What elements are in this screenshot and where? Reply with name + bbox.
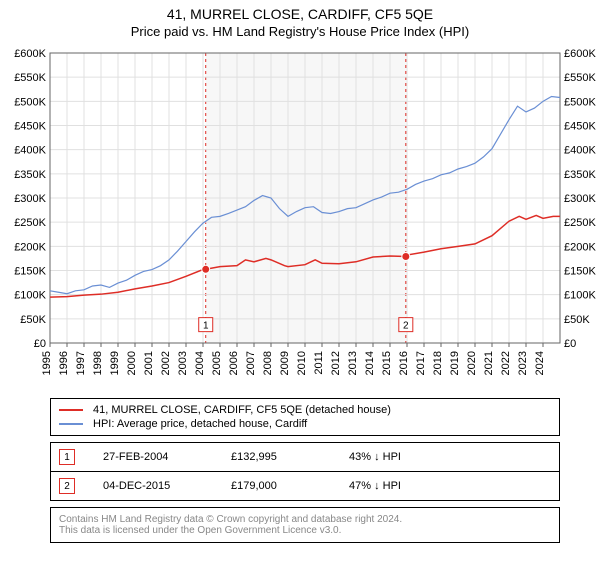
- chart-svg: £0 £0 £50K £50K £100K £100K £150K £150K £200K £20…: [0, 45, 600, 385]
- footnote-line-2: This data is licensed under the Open Gov…: [59, 525, 551, 536]
- svg-text:2023: 2023: [517, 351, 529, 375]
- svg-text:2001: 2001: [143, 351, 155, 375]
- svg-text:2006: 2006: [228, 351, 240, 375]
- footnote-line-1: Contains HM Land Registry data © Crown c…: [59, 514, 551, 525]
- svg-text:2004: 2004: [194, 351, 206, 375]
- legend-row: 41, MURREL CLOSE, CARDIFF, CF5 5QE (deta…: [59, 403, 551, 417]
- svg-text:1: 1: [203, 321, 209, 332]
- svg-text:£200K: £200K: [564, 241, 596, 253]
- transaction-vs-hpi: 43% ↓ HPI: [349, 451, 439, 463]
- svg-text:2009: 2009: [279, 351, 291, 375]
- svg-text:2022: 2022: [500, 351, 512, 375]
- chart-title: 41, MURREL CLOSE, CARDIFF, CF5 5QE: [0, 6, 600, 22]
- svg-text:£550K: £550K: [14, 72, 46, 84]
- svg-text:£450K: £450K: [14, 121, 46, 133]
- transaction-price: £179,000: [231, 480, 321, 492]
- svg-text:2: 2: [403, 321, 409, 332]
- chart-container: £0 £0 £50K £50K £100K £100K £150K £150K £200K £20…: [0, 45, 600, 390]
- svg-text:2002: 2002: [160, 351, 172, 375]
- svg-text:£350K: £350K: [564, 169, 596, 181]
- legend-swatch: [59, 423, 83, 425]
- svg-text:£150K: £150K: [564, 266, 596, 278]
- svg-text:£350K: £350K: [14, 169, 46, 181]
- svg-text:2015: 2015: [381, 351, 393, 375]
- transaction-row: 2 04-DEC-2015 £179,000 47% ↓ HPI: [51, 471, 559, 500]
- svg-text:1995: 1995: [41, 351, 53, 375]
- legend-swatch: [59, 409, 83, 411]
- svg-text:£50K: £50K: [20, 314, 46, 326]
- svg-text:2000: 2000: [126, 351, 138, 375]
- svg-text:2016: 2016: [398, 351, 410, 375]
- svg-text:£550K: £550K: [564, 72, 596, 84]
- legend-row: HPI: Average price, detached house, Card…: [59, 417, 551, 431]
- svg-text:£0: £0: [34, 338, 46, 350]
- svg-text:2020: 2020: [466, 351, 478, 375]
- svg-text:£300K: £300K: [14, 193, 46, 205]
- svg-text:2010: 2010: [296, 351, 308, 375]
- svg-text:£500K: £500K: [14, 96, 46, 108]
- svg-text:£250K: £250K: [14, 217, 46, 229]
- svg-text:£600K: £600K: [14, 48, 46, 60]
- svg-text:2012: 2012: [330, 351, 342, 375]
- svg-text:£200K: £200K: [14, 241, 46, 253]
- svg-text:2003: 2003: [177, 351, 189, 375]
- transaction-row: 1 27-FEB-2004 £132,995 43% ↓ HPI: [51, 443, 559, 471]
- legend-box: 41, MURREL CLOSE, CARDIFF, CF5 5QE (deta…: [50, 398, 560, 436]
- svg-text:£100K: £100K: [14, 290, 46, 302]
- svg-text:£450K: £450K: [564, 121, 596, 133]
- svg-text:£100K: £100K: [564, 290, 596, 302]
- svg-text:2008: 2008: [262, 351, 274, 375]
- svg-text:£150K: £150K: [14, 266, 46, 278]
- transaction-marker-badge: 1: [59, 449, 75, 465]
- footnote-box: Contains HM Land Registry data © Crown c…: [50, 507, 560, 543]
- transactions-table: 1 27-FEB-2004 £132,995 43% ↓ HPI 2 04-DEC-201…: [50, 442, 560, 501]
- svg-text:1997: 1997: [75, 351, 87, 375]
- svg-text:£400K: £400K: [564, 145, 596, 157]
- svg-text:2017: 2017: [415, 351, 427, 375]
- svg-text:£400K: £400K: [14, 145, 46, 157]
- svg-text:2013: 2013: [347, 351, 359, 375]
- svg-text:£500K: £500K: [564, 96, 596, 108]
- svg-text:2007: 2007: [245, 351, 257, 375]
- transaction-date: 27-FEB-2004: [103, 451, 203, 463]
- svg-text:£0: £0: [564, 338, 576, 350]
- svg-text:1998: 1998: [92, 351, 104, 375]
- svg-text:1999: 1999: [109, 351, 121, 375]
- svg-text:2005: 2005: [211, 351, 223, 375]
- transaction-date: 04-DEC-2015: [103, 480, 203, 492]
- svg-text:2014: 2014: [364, 351, 376, 375]
- chart-subtitle: Price paid vs. HM Land Registry's House …: [0, 24, 600, 39]
- svg-text:£600K: £600K: [564, 48, 596, 60]
- svg-text:1996: 1996: [58, 351, 70, 375]
- svg-text:2019: 2019: [449, 351, 461, 375]
- transaction-marker-badge: 2: [59, 478, 75, 494]
- svg-text:£250K: £250K: [564, 217, 596, 229]
- legend-label: HPI: Average price, detached house, Card…: [93, 418, 307, 430]
- svg-text:2011: 2011: [313, 351, 325, 375]
- svg-text:2021: 2021: [483, 351, 495, 375]
- svg-text:2024: 2024: [534, 351, 546, 375]
- legend-label: 41, MURREL CLOSE, CARDIFF, CF5 5QE (deta…: [93, 404, 391, 416]
- svg-text:£50K: £50K: [564, 314, 590, 326]
- transaction-price: £132,995: [231, 451, 321, 463]
- svg-text:2018: 2018: [432, 351, 444, 375]
- svg-text:£300K: £300K: [564, 193, 596, 205]
- transaction-vs-hpi: 47% ↓ HPI: [349, 480, 439, 492]
